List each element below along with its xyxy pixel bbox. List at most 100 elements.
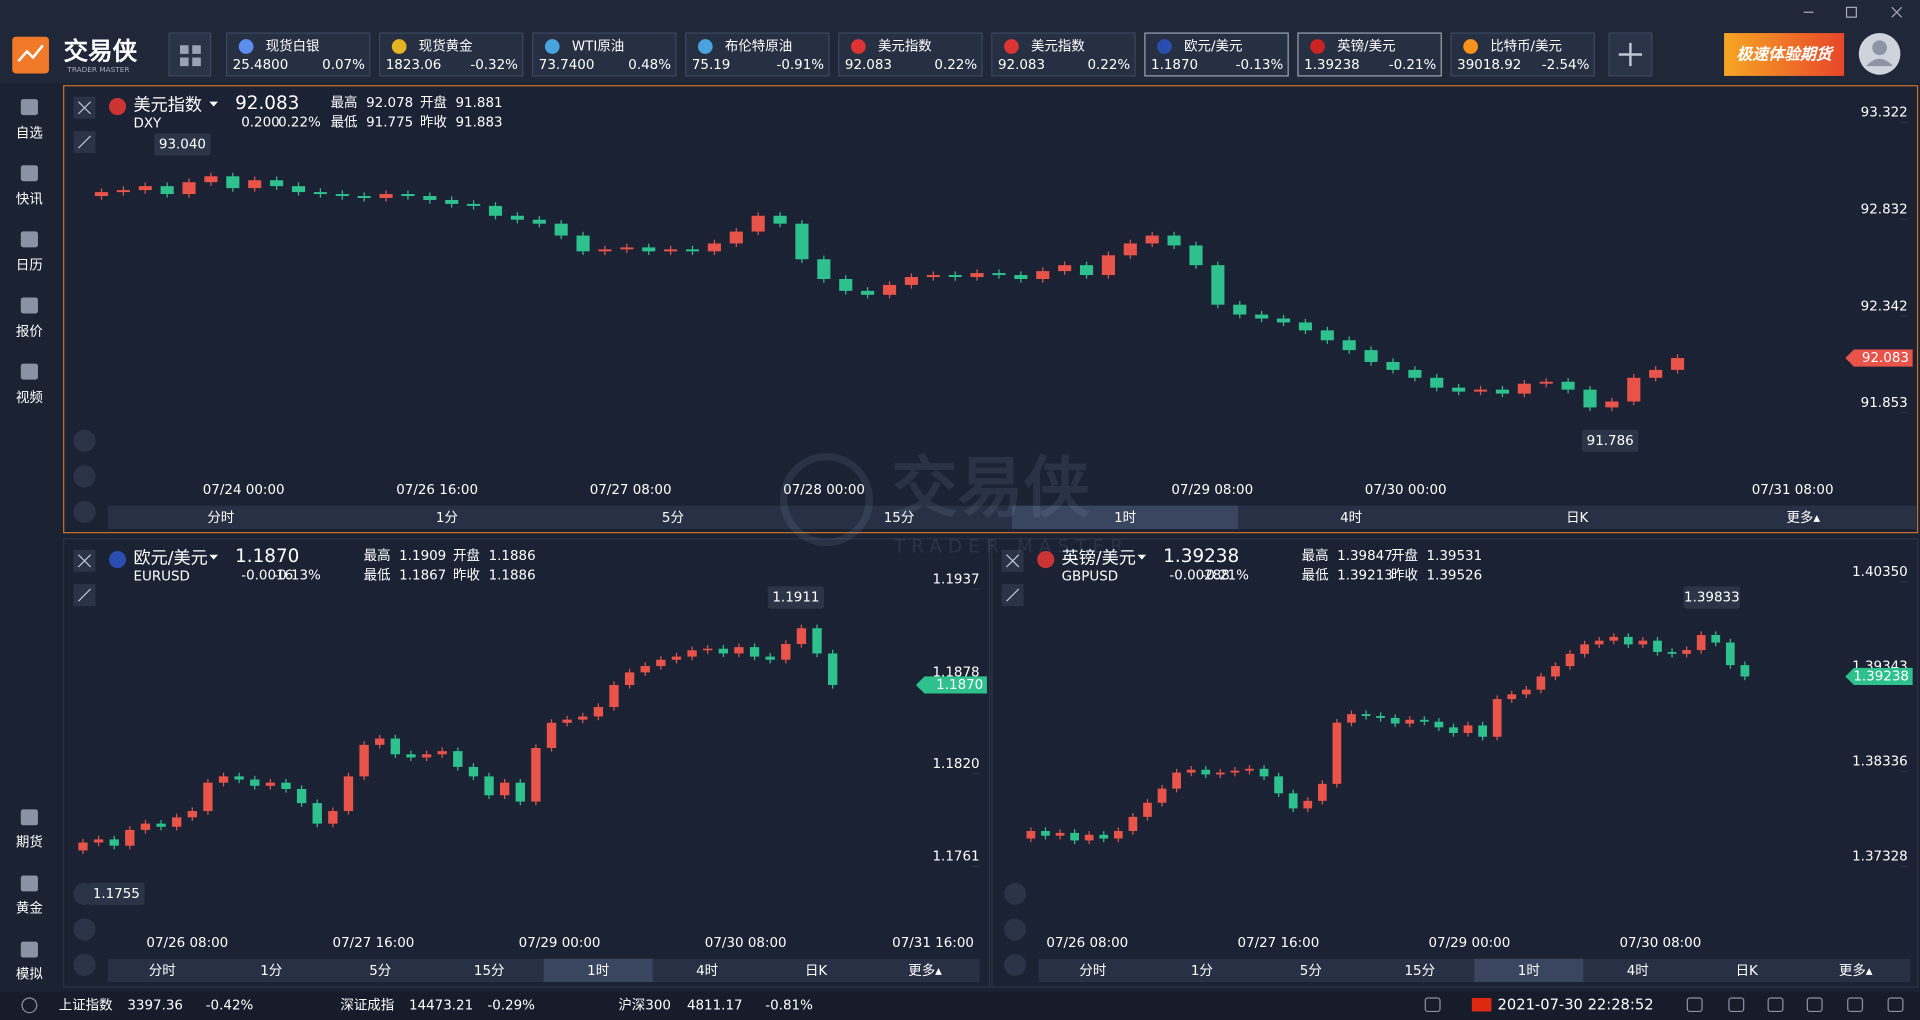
timeframe-tab[interactable]: 日K bbox=[1736, 964, 1759, 979]
promo-banner[interactable] bbox=[1724, 33, 1845, 76]
timeframe-tab[interactable]: 1分 bbox=[436, 510, 458, 526]
ticker-card[interactable] bbox=[378, 32, 524, 77]
tool-button[interactable] bbox=[73, 500, 96, 523]
candle-body bbox=[343, 776, 354, 812]
status-icon[interactable] bbox=[1847, 997, 1864, 1013]
candle-body bbox=[248, 180, 262, 189]
candle-body bbox=[379, 194, 393, 199]
candle-body bbox=[1449, 727, 1458, 733]
layout-button[interactable] bbox=[168, 32, 212, 77]
sidebar-label[interactable]: 期货 bbox=[16, 833, 43, 850]
tool-button[interactable] bbox=[1004, 882, 1027, 905]
candle-body bbox=[1561, 381, 1575, 390]
timeframe-tab[interactable]: 4时 bbox=[696, 963, 718, 979]
candle-body bbox=[624, 672, 635, 685]
status-icon[interactable] bbox=[1686, 997, 1703, 1013]
timeframe-tab[interactable]: 5分 bbox=[662, 510, 684, 526]
sidebar-label[interactable]: 日历 bbox=[16, 259, 43, 274]
ticker-price: 1.1870 bbox=[1151, 58, 1198, 73]
candle-body bbox=[1233, 304, 1247, 315]
tool-button[interactable] bbox=[73, 465, 96, 488]
ticker-card[interactable] bbox=[838, 32, 983, 77]
ticker-price: 92.083 bbox=[845, 58, 892, 73]
ticker-change: -0.32% bbox=[470, 58, 518, 73]
ticker-change: 0.22% bbox=[1087, 58, 1130, 73]
stat-label: 开盘 bbox=[420, 94, 447, 111]
timeframe-tab[interactable]: 日K bbox=[805, 964, 828, 979]
x-tick-label: 07/26 08:00 bbox=[1046, 936, 1128, 951]
timeframe-tab[interactable]: 15分 bbox=[884, 510, 915, 526]
timeframe-tab[interactable]: 5分 bbox=[1300, 963, 1322, 979]
support-icon[interactable] bbox=[21, 997, 38, 1014]
timeframe-tab[interactable]: 4时 bbox=[1340, 510, 1362, 526]
candle-body bbox=[609, 684, 619, 708]
instrument-price: 92.083 bbox=[235, 93, 299, 114]
x-tick-label: 07/24 00:00 bbox=[203, 483, 285, 498]
timeframe-tab[interactable]: 1时 bbox=[1518, 963, 1540, 979]
last-price-tag bbox=[1845, 667, 1913, 686]
last-price-label: 1.39238 bbox=[1853, 669, 1909, 684]
extreme-label: 1.39833 bbox=[1684, 591, 1740, 606]
sidebar-label[interactable]: 自选 bbox=[16, 125, 43, 141]
status-icon[interactable] bbox=[1767, 997, 1784, 1013]
ticker-card[interactable] bbox=[1297, 32, 1442, 77]
timeframe-tab[interactable]: 分时 bbox=[207, 510, 234, 526]
sidebar-label[interactable]: 报价 bbox=[16, 324, 43, 340]
ticker-card[interactable] bbox=[1144, 32, 1289, 77]
ticker-card[interactable] bbox=[1450, 32, 1595, 77]
timeframe-tab[interactable]: 1分 bbox=[1191, 963, 1213, 979]
timeframe-tab[interactable]: 1时 bbox=[587, 963, 609, 979]
timeframe-tab[interactable]: 4时 bbox=[1627, 963, 1649, 979]
timeframe-tab[interactable]: 分时 bbox=[149, 963, 176, 979]
timeframe-tab[interactable]: 15分 bbox=[474, 963, 505, 979]
candle-body bbox=[1473, 389, 1488, 392]
ticker-icon bbox=[544, 39, 560, 54]
clock: 2021-07-30 22:28:52 bbox=[1498, 996, 1654, 1013]
maximize-button[interactable] bbox=[1845, 6, 1857, 18]
timeframe-tab[interactable]: 更多▴ bbox=[1786, 509, 1820, 526]
ticker-card[interactable] bbox=[532, 32, 677, 77]
ticker-change: -0.91% bbox=[776, 58, 824, 73]
ticker-card[interactable] bbox=[685, 32, 830, 77]
tool-button[interactable] bbox=[1004, 953, 1027, 976]
tool-button[interactable] bbox=[73, 882, 96, 905]
instrument-name[interactable]: 英镑/美元 bbox=[1062, 548, 1136, 568]
candle-body bbox=[970, 273, 984, 278]
tool-button[interactable] bbox=[73, 953, 96, 976]
sidebar-label[interactable]: 模拟 bbox=[16, 967, 43, 983]
x-tick-label: 07/28 00:00 bbox=[783, 483, 865, 498]
tool-button[interactable] bbox=[73, 918, 96, 941]
price-change-pct: -0.21% bbox=[1201, 569, 1249, 584]
timeframe-tab[interactable]: 分时 bbox=[1079, 963, 1106, 979]
timeframe-tab[interactable]: 15分 bbox=[1405, 963, 1436, 979]
status-icon[interactable] bbox=[1424, 997, 1441, 1013]
close-window-button[interactable] bbox=[1891, 6, 1903, 18]
candle-body bbox=[576, 235, 590, 252]
status-icon[interactable] bbox=[1887, 997, 1904, 1013]
sidebar-label[interactable]: 视频 bbox=[16, 390, 43, 406]
ticker-name: 美元指数 bbox=[878, 39, 932, 55]
instrument-name[interactable]: 欧元/美元 bbox=[133, 548, 207, 568]
instrument-name[interactable]: 美元指数 bbox=[133, 95, 202, 115]
ticker-price: 1823.06 bbox=[386, 58, 442, 73]
chart-panel bbox=[63, 85, 1919, 534]
timeframe-active bbox=[1474, 958, 1584, 983]
timeframe-tab[interactable]: 更多▴ bbox=[1839, 962, 1873, 979]
status-icon[interactable] bbox=[1728, 997, 1745, 1013]
timeframe-tab[interactable]: 1分 bbox=[260, 963, 282, 979]
candle-body bbox=[546, 722, 557, 748]
ticker-card[interactable] bbox=[225, 32, 371, 77]
sidebar-icon bbox=[20, 875, 38, 892]
ticker-card[interactable] bbox=[991, 32, 1136, 77]
tool-button[interactable] bbox=[1004, 918, 1027, 941]
timeframe-tab[interactable]: 日K bbox=[1566, 511, 1589, 526]
sidebar-label[interactable]: 快讯 bbox=[16, 192, 43, 208]
sidebar-label[interactable]: 黄金 bbox=[16, 901, 43, 917]
ticker-price: 1.39238 bbox=[1304, 58, 1360, 73]
tool-button[interactable] bbox=[73, 429, 96, 452]
status-icon[interactable] bbox=[1806, 997, 1823, 1013]
timeframe-tab[interactable]: 5分 bbox=[369, 963, 391, 979]
timeframe-tab[interactable]: 1时 bbox=[1114, 510, 1136, 526]
stat-value: 1.1886 bbox=[489, 549, 536, 564]
timeframe-tab[interactable]: 更多▴ bbox=[908, 962, 942, 979]
